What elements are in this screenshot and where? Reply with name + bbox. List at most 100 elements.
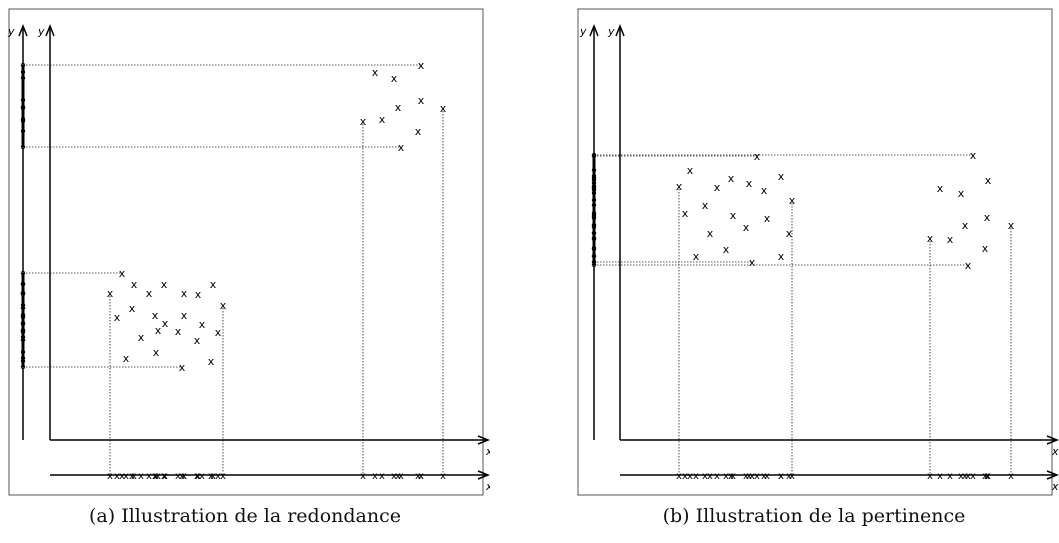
x-projection-point: x bbox=[372, 471, 378, 482]
x-projection-point: x bbox=[789, 471, 795, 482]
y-projection-point bbox=[591, 190, 597, 196]
x-projection-point: x bbox=[985, 471, 991, 482]
x-projection-point: x bbox=[702, 471, 708, 482]
data-point: x bbox=[984, 211, 991, 224]
x-projection-marks-a: xx x x x x x x xx x x x x xx x x x xx x x x x x xx x x x xxx bbox=[107, 471, 446, 482]
data-point: x bbox=[707, 227, 714, 240]
caption-b: (b) Illustration de la pertinence bbox=[569, 505, 1059, 527]
y-projection-point bbox=[20, 334, 26, 340]
data-point: x bbox=[129, 302, 136, 315]
x-projection-point: x bbox=[778, 471, 784, 482]
y-projection-point bbox=[591, 214, 597, 220]
data-point: x bbox=[119, 267, 126, 280]
x-projection-point: x bbox=[208, 471, 214, 482]
y-projection-point bbox=[20, 349, 26, 355]
x-projection-point: x bbox=[138, 471, 144, 482]
axes-a: y y x x bbox=[7, 23, 490, 493]
data-point: x bbox=[764, 212, 771, 225]
guide-lines-a bbox=[23, 64, 444, 475]
data-point: x bbox=[208, 355, 215, 368]
x-projection-point: x bbox=[982, 471, 988, 482]
data-point: x bbox=[181, 287, 188, 300]
x-projection-point: x bbox=[676, 471, 682, 482]
y-projection-point bbox=[591, 152, 597, 158]
y-label-a: y bbox=[37, 25, 45, 38]
data-point: x bbox=[702, 199, 709, 212]
data-point: x bbox=[152, 309, 159, 322]
data-point: x bbox=[682, 207, 689, 220]
x-projection-point: x bbox=[155, 471, 161, 482]
frame-a bbox=[8, 8, 484, 496]
data-point: x bbox=[962, 219, 969, 232]
data-point: x bbox=[138, 331, 145, 344]
data-point: x bbox=[937, 182, 944, 195]
x-projection-point: x bbox=[175, 471, 181, 482]
data-point: x bbox=[789, 194, 796, 207]
x-projection-point: x bbox=[395, 471, 401, 482]
x-projection-point: x bbox=[693, 471, 699, 482]
caption-a: (a) Illustration de la redondance bbox=[0, 505, 490, 527]
x-projection-point: x bbox=[714, 471, 720, 482]
x-projection-point: x bbox=[199, 471, 205, 482]
data-point: x bbox=[746, 177, 753, 190]
data-point: x bbox=[786, 227, 793, 240]
axes-b: y y x x bbox=[579, 23, 1059, 493]
x-projection-point: x bbox=[778, 471, 784, 482]
x-projection-point: x bbox=[723, 471, 729, 482]
x-projection-point: x bbox=[153, 471, 159, 482]
x-projection-point: x bbox=[398, 471, 404, 482]
data-point: x bbox=[195, 288, 202, 301]
x-projection-point: x bbox=[179, 471, 185, 482]
data-point: x bbox=[372, 66, 379, 79]
x-projection-marks-b: xx x x x x x xx xx x x x x xx x x x xx x xx x x x xxx bbox=[676, 471, 1014, 482]
x-projection-point: x bbox=[119, 471, 125, 482]
y-label-b: y bbox=[607, 25, 615, 38]
y-projection-marks-a bbox=[20, 62, 26, 370]
data-point: x bbox=[131, 278, 138, 291]
data-point: x bbox=[398, 141, 405, 154]
x-projection-point: x bbox=[181, 471, 187, 482]
x-projection-point: x bbox=[152, 471, 158, 482]
data-point: x bbox=[676, 180, 683, 193]
y-projection-point bbox=[591, 236, 597, 242]
data-point: x bbox=[970, 149, 977, 162]
x-projection-point: x bbox=[687, 471, 693, 482]
x-projection-point: x bbox=[162, 471, 168, 482]
y-projection-point bbox=[20, 281, 26, 287]
y-axis-projection-arrow-b bbox=[589, 23, 599, 37]
x-projection-point: x bbox=[360, 471, 366, 482]
frame-b bbox=[577, 8, 1053, 496]
data-point: x bbox=[194, 334, 201, 347]
caption-text-b: Illustration de la pertinence bbox=[695, 505, 966, 527]
data-point: x bbox=[162, 317, 169, 330]
data-point: x bbox=[687, 164, 694, 177]
data-point: x bbox=[693, 250, 700, 263]
guide-lines-b bbox=[594, 154, 1012, 475]
data-point: x bbox=[215, 326, 222, 339]
x-projection-point: x bbox=[743, 471, 749, 482]
data-point: x bbox=[749, 256, 756, 269]
data-point: x bbox=[123, 352, 130, 365]
data-point: x bbox=[927, 232, 934, 245]
caption-label-a: (a) bbox=[89, 505, 116, 527]
y-projection-marks-b bbox=[591, 152, 597, 268]
x-label-a: x bbox=[485, 445, 490, 458]
y-projection-point bbox=[591, 222, 597, 228]
x-projection-point: x bbox=[962, 471, 968, 482]
x-projection-point: x bbox=[764, 471, 770, 482]
x-projection-point: x bbox=[146, 471, 152, 482]
y-projection-point bbox=[20, 105, 26, 111]
data-point: x bbox=[730, 209, 737, 222]
y-projection-point bbox=[20, 270, 26, 276]
x-projection-point: x bbox=[379, 471, 385, 482]
x-projection-point: x bbox=[682, 471, 688, 482]
y-projection-point bbox=[20, 97, 26, 103]
x-label-projection-a: x bbox=[485, 480, 490, 493]
x-projection-point: x bbox=[970, 471, 976, 482]
y-projection-point bbox=[20, 314, 26, 320]
y-projection-point bbox=[20, 364, 26, 370]
data-point: x bbox=[153, 346, 160, 359]
x-axis-projection-arrow-a bbox=[477, 470, 490, 480]
